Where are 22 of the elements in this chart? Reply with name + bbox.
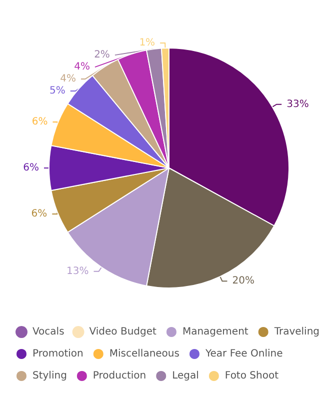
- legend-label: Legal: [172, 370, 199, 382]
- data-label: 13%: [66, 266, 89, 277]
- legend-label: Year Fee Online: [204, 348, 283, 360]
- legend-label: Production: [92, 370, 146, 382]
- legend-label: Promotion: [32, 348, 84, 360]
- legend-label: Management: [182, 326, 248, 338]
- data-label: 1%: [139, 38, 156, 49]
- legend-label: Video Budget: [89, 326, 157, 338]
- data-label: 6%: [31, 208, 48, 220]
- data-label: 33%: [286, 98, 309, 110]
- data-label: 20%: [232, 276, 254, 287]
- legend-label: Styling: [32, 370, 67, 382]
- legend-label: Foto Shoot: [224, 370, 279, 382]
- legend-label: Miscellaneous: [109, 348, 180, 360]
- data-label: 5%: [49, 86, 66, 97]
- legend-label: Vocals: [32, 326, 64, 338]
- legend-label: Traveling: [273, 326, 320, 338]
- data-label: 6%: [23, 162, 39, 174]
- data-label: 2%: [94, 50, 110, 61]
- data-label: 6%: [32, 116, 48, 128]
- data-label: 4%: [60, 74, 76, 85]
- data-label: 4%: [74, 62, 90, 73]
